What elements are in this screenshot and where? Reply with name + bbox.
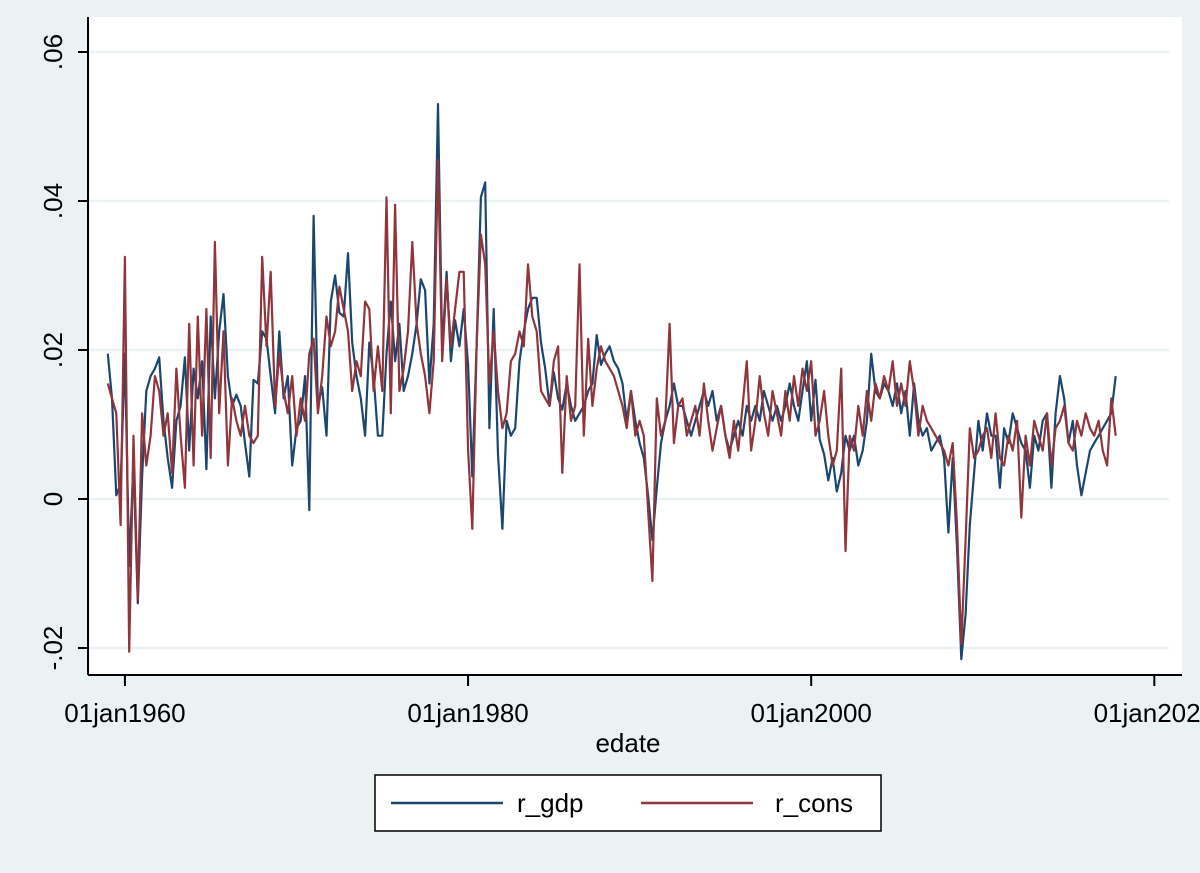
series-line-r_cons	[106, 158, 1117, 653]
x-tick-label: 01jan2000	[750, 698, 871, 728]
x-axis-title: edate	[595, 728, 660, 758]
y-tick-label: .06	[38, 34, 68, 70]
legend-label-r_gdp: r_gdp	[517, 788, 584, 818]
x-tick-label: 01jan1960	[64, 698, 185, 728]
plot-area	[88, 17, 1182, 675]
legend-label-r_cons: r_cons	[775, 788, 853, 818]
legend: r_gdp r_cons	[374, 774, 882, 832]
y-tick-label: 0	[38, 492, 68, 506]
x-axis-ticks: 01jan1960 01jan1980 01jan2000 01jan2020	[64, 675, 1200, 728]
y-axis-ticks: -.02 0 .02 .04 .06	[38, 34, 88, 670]
y-tick-label: .02	[38, 332, 68, 368]
y-tick-label: .04	[38, 183, 68, 219]
x-tick-label: 01jan1980	[407, 698, 528, 728]
series-layer	[106, 103, 1117, 661]
y-tick-label: -.02	[38, 626, 68, 671]
x-tick-label: 01jan2020	[1094, 698, 1200, 728]
